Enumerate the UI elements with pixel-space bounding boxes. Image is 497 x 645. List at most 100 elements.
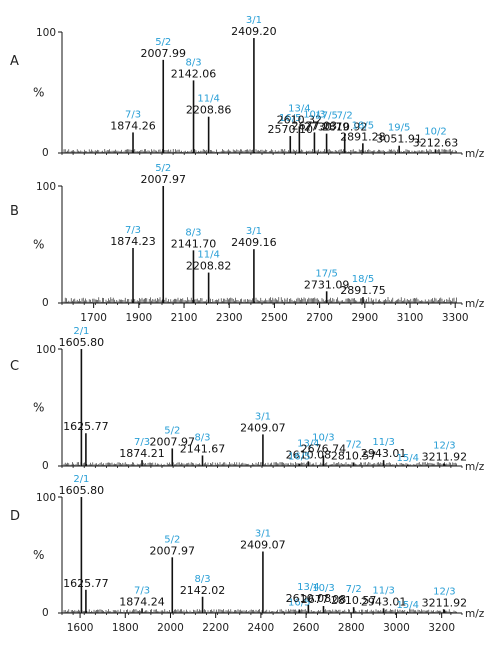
panel-letter: C — [10, 359, 19, 374]
peak-charge-label: 5/2 — [155, 37, 171, 48]
peak-charge-label: 16/5 — [279, 113, 301, 124]
peak-charge-label: 7/3 — [125, 109, 141, 120]
peak-mass-label: 2409.07 — [240, 421, 286, 434]
x-tick-label: 3100 — [397, 312, 424, 324]
x-tick-label: 2700 — [306, 312, 333, 324]
peak-charge-label: 3/1 — [246, 15, 262, 26]
x-tick-label: 1600 — [67, 622, 94, 634]
panel-letter: B — [10, 204, 19, 219]
peak-mass-label: 2677.03 — [292, 119, 338, 132]
peak-charge-label: 7/2 — [346, 584, 362, 595]
peak-mass-label: 3212.63 — [413, 136, 459, 149]
baseline-noise — [63, 609, 457, 613]
spectrum-panel-a: A% 100 0 m/z 1874.267/3 2007.995/2 2142.068/3 2… — [10, 15, 485, 160]
peak-charge-label: 7/2 — [346, 439, 362, 450]
peak-mass-label: 2141.70 — [171, 237, 217, 250]
spectrum-panel-c: C% 100 0 m/z 1605.802/1 1625.77 1874.217/3 2007… — [10, 326, 485, 473]
x-axis-label: m/z — [465, 298, 485, 310]
peak-mass-label: 2007.97 — [150, 435, 196, 448]
peak-charge-label: 10/3 — [312, 432, 334, 443]
peak-charge-label: 12/3 — [433, 587, 455, 598]
peak-mass-label: 2943.01 — [361, 447, 407, 460]
y-axis-label: % — [33, 548, 44, 562]
peak-mass-label: 2409.07 — [240, 539, 286, 552]
peak-mass-label: 1874.21 — [119, 447, 165, 460]
peak-mass-label: 2142.06 — [171, 67, 217, 80]
peak-charge-label: 13/4 — [297, 438, 319, 449]
peak-charge-label: 10/2 — [424, 126, 446, 137]
y-tick-label: 0 — [42, 147, 49, 159]
peak-mass-label: 1605.80 — [59, 336, 105, 349]
peak-charge-label: 16/5 — [288, 598, 310, 609]
peak-mass-label: 2007.97 — [150, 544, 196, 557]
x-axis-label: m/z — [465, 608, 485, 620]
peak-mass-label: 2141.67 — [180, 442, 226, 455]
x-tick-label: 2300 — [216, 312, 243, 324]
peak-charge-label: 3/1 — [255, 411, 271, 422]
peak-mass-label: 3051.91 — [376, 133, 422, 146]
peak-charge-label: 8/3 — [185, 57, 201, 68]
y-axis-label: % — [33, 86, 44, 100]
peak-mass-label: 2731.09 — [304, 278, 350, 291]
peak-mass-label: 3211.92 — [422, 451, 468, 464]
x-tick-label: 3200 — [428, 622, 455, 634]
y-tick-label: 0 — [42, 460, 49, 472]
peak-charge-label: 17/5 — [315, 111, 337, 122]
x-tick-label: 2900 — [351, 312, 378, 324]
peak-charge-label: 16/5 — [288, 452, 310, 463]
peak-mass-label: 2943.01 — [361, 595, 407, 608]
peak-charge-label: 11/3 — [372, 585, 394, 596]
spectrum-panel-b: B% 100 0 m/z 1700 1900 2100 2300 2500 2700 2900 310… — [10, 163, 485, 324]
x-tick-label: 2200 — [202, 622, 229, 634]
peak-mass-label: 1605.80 — [59, 484, 105, 497]
peak-mass-label: 2810.57 — [331, 594, 377, 607]
peak-charge-label: 7/2 — [337, 111, 353, 122]
x-tick-label: 3000 — [383, 622, 410, 634]
peak-mass-label: 2676.74 — [301, 442, 347, 455]
peak-charge-label: 12/3 — [433, 441, 455, 452]
peak-charge-label: 7/3 — [134, 585, 150, 596]
peak-mass-label: 2208.86 — [186, 104, 232, 117]
y-tick-label: 100 — [36, 344, 56, 356]
peak-mass-label: 2610.08 — [286, 448, 332, 461]
peak-charge-label: 8/3 — [195, 574, 211, 585]
x-tick-label: 2800 — [338, 622, 365, 634]
panel-letter: D — [10, 509, 20, 524]
peak-charge-label: 8/3 — [194, 432, 210, 443]
y-tick-label: 100 — [36, 492, 56, 504]
x-tick-label: 1800 — [112, 622, 139, 634]
peak-mass-label: 2730.79 — [304, 121, 350, 134]
x-tick-label: 2500 — [261, 312, 288, 324]
peak-mass-label: 2610.32 — [277, 113, 323, 126]
peak-charge-label: 2/1 — [73, 326, 89, 337]
peak-charge-label: 5/2 — [155, 163, 171, 174]
baseline-noise — [63, 297, 457, 303]
peak-mass-label: 2891.28 — [340, 130, 386, 143]
peak-charge-label: 18/5 — [352, 120, 374, 131]
peak-charge-label: 10/3 — [303, 109, 325, 120]
peak-mass-label: 2677.08 — [301, 593, 347, 606]
peak-mass-label: 2409.20 — [231, 25, 277, 38]
x-tick-label: 1700 — [80, 312, 107, 324]
peak-mass-label: 2007.99 — [140, 47, 186, 60]
baseline-noise — [63, 149, 457, 153]
peak-mass-label: 2409.16 — [231, 236, 277, 249]
y-tick-label: 100 — [36, 181, 56, 193]
x-tick-label: 2400 — [248, 622, 275, 634]
peak-charge-label: 8/3 — [185, 227, 201, 238]
peak-charge-label: 5/2 — [164, 534, 180, 545]
peak-mass-label: 1874.24 — [119, 595, 165, 608]
peak-mass-label: 3211.92 — [422, 597, 468, 610]
peak-charge-label: 10/3 — [312, 583, 334, 594]
peak-charge-label: 15/4 — [397, 453, 419, 464]
x-tick-label: 2000 — [157, 622, 184, 634]
x-tick-label: 3300 — [442, 312, 469, 324]
peak-charge-label: 15/4 — [397, 600, 419, 611]
peak-mass-label: 2570.10 — [268, 123, 314, 136]
y-tick-label: 0 — [42, 297, 49, 309]
peak-charge-label: 17/5 — [315, 268, 337, 279]
peak-charge-label: 11/3 — [372, 437, 394, 448]
panel-letter: A — [10, 54, 19, 69]
peak-charge-label: 13/4 — [297, 582, 319, 593]
peak-mass-label: 2610.08 — [286, 592, 332, 605]
